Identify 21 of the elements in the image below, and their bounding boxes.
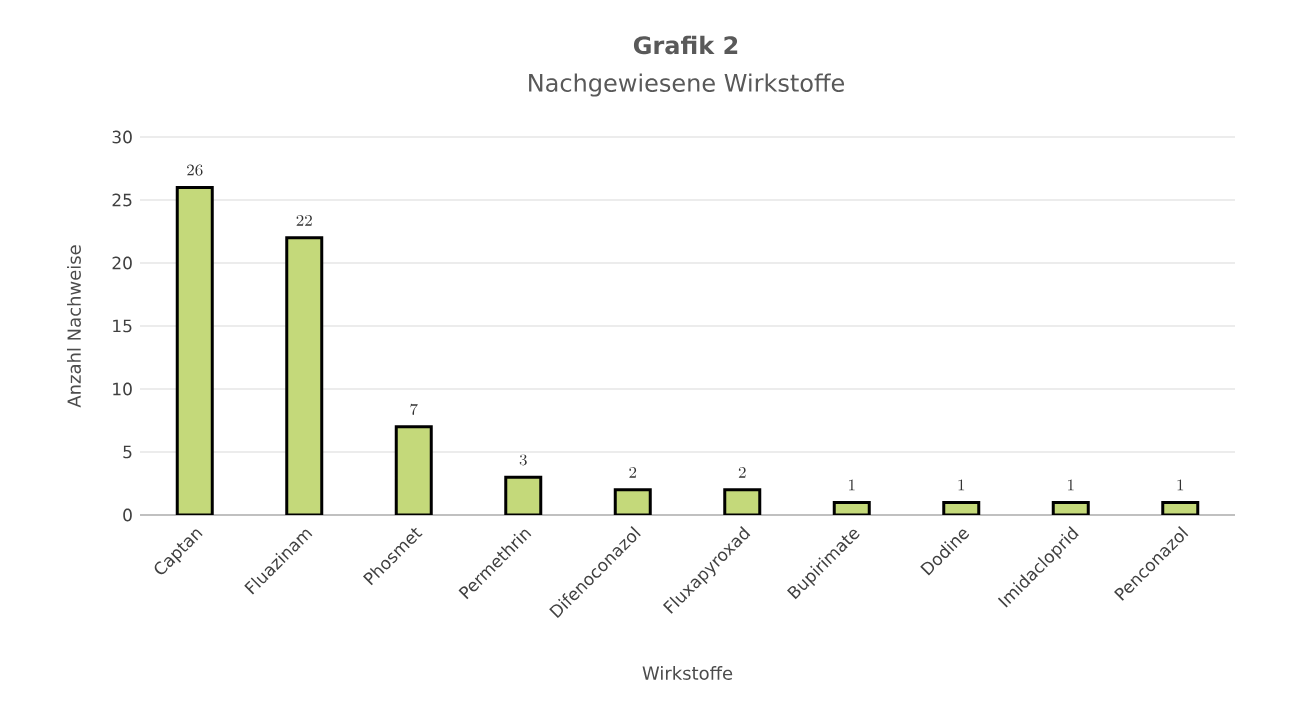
y-tick-label: 15 [113, 319, 132, 333]
data-label: 2 [738, 467, 746, 478]
data-label: 1 [849, 479, 855, 491]
data-label: 7 [410, 403, 418, 415]
y-tick-label: 20 [112, 256, 132, 270]
y-tick-label: 30 [112, 130, 132, 144]
data-label: 2 [629, 467, 637, 478]
y-axis-title: Anzahl Nachweise [67, 245, 81, 408]
data-label: 1 [958, 479, 965, 491]
data-label: 3 [519, 454, 527, 466]
y-tick-label: 5 [123, 445, 132, 459]
chart-title: Grafik 2 [633, 35, 738, 55]
chart-subtitle: Nachgewiesene Wirkstoffe [529, 73, 845, 97]
data-label: 1 [1177, 479, 1184, 491]
y-tick-label: 25 [112, 193, 132, 207]
x-axis-title: Wirkstoffe [642, 666, 733, 680]
data-label: 22 [296, 215, 312, 226]
y-tick-label: 10 [113, 382, 132, 396]
data-label: 1 [1068, 479, 1074, 491]
data-label: 26 [187, 164, 203, 176]
y-tick-label: 0 [123, 508, 132, 522]
